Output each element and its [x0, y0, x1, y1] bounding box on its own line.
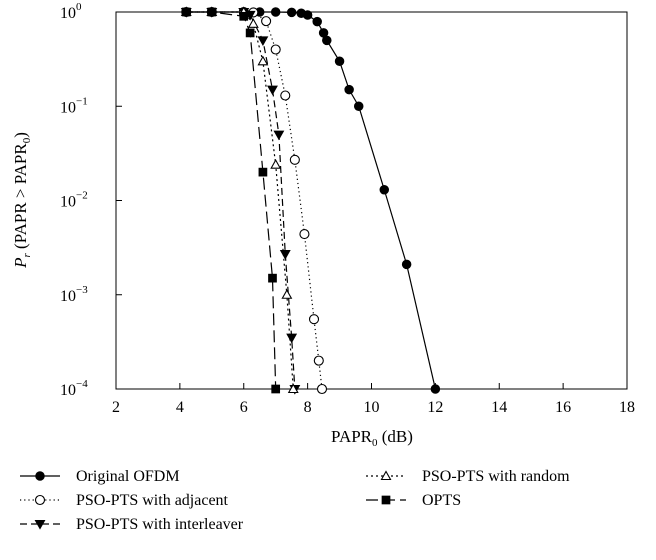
data-point — [430, 384, 441, 394]
x-axis-title-sub: 0 — [372, 437, 378, 449]
legend-item: PSO-PTS with adjacent — [20, 492, 229, 509]
x-axis-title-main: PAPR — [331, 427, 373, 446]
legend-marker — [34, 494, 46, 506]
data-point — [312, 16, 322, 27]
plot-border — [115, 11, 628, 390]
legend-label: PSO-PTS with adjacent — [76, 492, 229, 509]
x-tick-label: 6 — [240, 399, 248, 416]
data-point — [286, 7, 297, 18]
legend-marker — [35, 471, 45, 481]
legend-item: Original OFDM — [20, 468, 180, 485]
legend: Original OFDM PSO-PTS with adjacent PSO-PT… — [20, 468, 570, 533]
data-point — [334, 56, 345, 67]
x-tick-label: 14 — [491, 399, 507, 416]
legend-label: PSO-PTS with random — [422, 468, 570, 485]
series-line — [186, 11, 277, 390]
data-point — [401, 259, 412, 270]
data-point — [344, 84, 354, 95]
data-point — [239, 11, 249, 21]
data-point — [270, 44, 281, 55]
y-tick-label: 10−2 — [60, 190, 88, 211]
y-tick-label: 100 — [60, 1, 82, 22]
series-line — [186, 11, 436, 390]
data-point — [322, 35, 332, 46]
x-axis: 2 4 6 8 10 12 14 16 18 — [112, 383, 635, 416]
series-line — [186, 11, 323, 390]
y-axis-title-body-sub: 0 — [21, 137, 33, 143]
y-tick-label: 10−4 — [60, 378, 88, 399]
data-point — [268, 273, 277, 283]
data-point — [273, 130, 285, 141]
x-axis-title-unit: (dB) — [378, 427, 413, 446]
data-point — [279, 250, 291, 260]
x-tick-label: 8 — [304, 399, 312, 416]
data-point — [258, 167, 268, 177]
data-point — [181, 7, 191, 17]
data-point — [316, 383, 328, 395]
data-point — [257, 55, 269, 66]
data-point — [308, 314, 320, 325]
data-point — [287, 383, 299, 394]
data-point — [353, 101, 364, 112]
y-axis-title: Pr (PAPR > PAPR0) — [11, 132, 33, 269]
x-tick-label: 10 — [364, 399, 380, 416]
legend-item: PSO-PTS with random — [366, 468, 570, 485]
data-point — [280, 90, 291, 101]
y-tick-label: 10−3 — [60, 284, 88, 305]
series-line — [186, 11, 294, 390]
legend-marker — [34, 519, 46, 530]
series-4 — [181, 7, 281, 394]
legend-item: PSO-PTS with interleaver — [20, 516, 244, 533]
series-0 — [181, 7, 441, 394]
series-1 — [181, 6, 328, 395]
legend-item: OPTS — [366, 492, 461, 509]
data-point — [379, 185, 390, 195]
data-point — [261, 16, 272, 27]
data-point — [247, 18, 259, 28]
data-point — [270, 7, 281, 17]
data-point — [313, 355, 324, 366]
x-tick-label: 18 — [619, 399, 635, 416]
data-point — [302, 10, 313, 20]
series-2 — [180, 7, 301, 395]
data-point — [286, 333, 298, 344]
legend-marker — [381, 495, 391, 505]
data-point — [245, 28, 255, 38]
data-point — [257, 36, 269, 46]
y-axis-title-body: (PAPR > PAPR — [11, 143, 30, 254]
x-axis-title: PAPR0 (dB) — [331, 427, 413, 449]
y-axis-title-prefix: P — [11, 258, 30, 269]
y-axis-title-suffix: ) — [11, 132, 30, 138]
plot-area — [115, 11, 628, 390]
data-point — [267, 85, 278, 96]
series-3 — [180, 6, 299, 394]
x-tick-label: 16 — [555, 399, 571, 416]
data-point — [270, 159, 282, 169]
data-point — [299, 229, 310, 240]
legend-label: Original OFDM — [76, 468, 180, 485]
legend-label: OPTS — [422, 492, 461, 509]
data-point — [289, 154, 300, 165]
legend-marker — [380, 470, 392, 481]
data-point — [207, 7, 217, 17]
y-tick-label: 10−1 — [60, 95, 88, 116]
series-layer — [180, 6, 441, 395]
y-axis-title-prefix-sub: r — [21, 253, 33, 258]
x-tick-label: 2 — [112, 399, 120, 416]
x-tick-label: 4 — [176, 399, 184, 416]
x-tick-label: 12 — [427, 399, 443, 416]
data-point — [281, 289, 293, 299]
data-point — [271, 384, 281, 394]
y-axis: 100 10−1 10−2 10−3 10−4 — [60, 1, 122, 399]
legend-label: PSO-PTS with interleaver — [76, 516, 244, 533]
